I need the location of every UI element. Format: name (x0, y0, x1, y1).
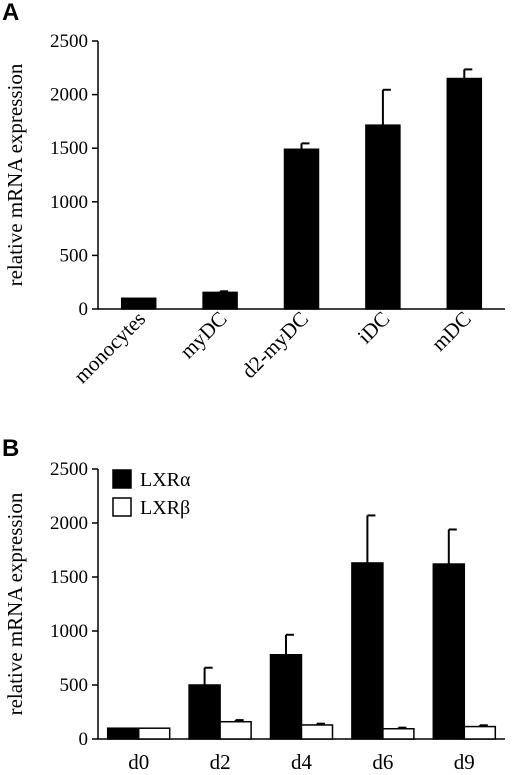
y-tick-label: 1500 (50, 138, 88, 159)
panel-b: B 0 500 1000 1500 2000 2500 relative mRNA expre… (2, 435, 505, 774)
bar (463, 725, 497, 740)
bar (219, 720, 252, 740)
bar (300, 724, 334, 740)
bar (137, 727, 171, 740)
bar (382, 727, 415, 740)
y-tick-label: 1000 (50, 621, 88, 642)
bar (188, 684, 221, 740)
x-tick-label: d0 (128, 750, 149, 774)
panel-letter: A (2, 0, 19, 26)
y-tick-label: 0 (79, 729, 89, 750)
bar (269, 654, 303, 740)
x-tick-label: d2-myDC (237, 307, 313, 383)
y-tick-label: 2500 (50, 459, 88, 480)
bar (365, 124, 401, 310)
bar (283, 148, 320, 310)
x-tick-label: myDC (175, 307, 232, 364)
legend-label: LXRα (140, 469, 191, 491)
y-tick-label: 0 (79, 299, 89, 320)
x-tick-label: d9 (454, 750, 475, 774)
legend-swatch (112, 497, 132, 517)
y-tick-label: 2000 (50, 513, 88, 534)
y-tick-label: 1000 (50, 192, 88, 213)
y-axis-label: relative mRNA expression (3, 63, 27, 286)
x-tick-label: d6 (372, 750, 393, 774)
x-tick-label: d4 (291, 750, 313, 774)
x-tick-label: mDC (427, 307, 476, 356)
panel-letter: B (2, 435, 19, 462)
legend-swatch (112, 469, 132, 489)
bar (432, 563, 466, 740)
y-tick-label: 500 (60, 675, 89, 696)
bar (446, 77, 483, 310)
panel-a: A 0 500 1000 1500 2000 2500 relative mRNA expre… (2, 0, 505, 388)
y-tick-label: 1500 (50, 567, 88, 588)
x-tick-label: d2 (210, 750, 231, 774)
y-tick-label: 500 (60, 245, 89, 266)
y-axis-label: relative mRNA expression (3, 492, 27, 715)
y-tick-label: 2000 (50, 85, 88, 106)
legend-label: LXRβ (140, 497, 190, 519)
bar (120, 297, 157, 310)
bar (106, 727, 140, 740)
bar (351, 562, 384, 740)
y-tick-label: 2500 (50, 31, 88, 52)
x-tick-label: iDC (353, 307, 395, 349)
bar (202, 291, 238, 310)
